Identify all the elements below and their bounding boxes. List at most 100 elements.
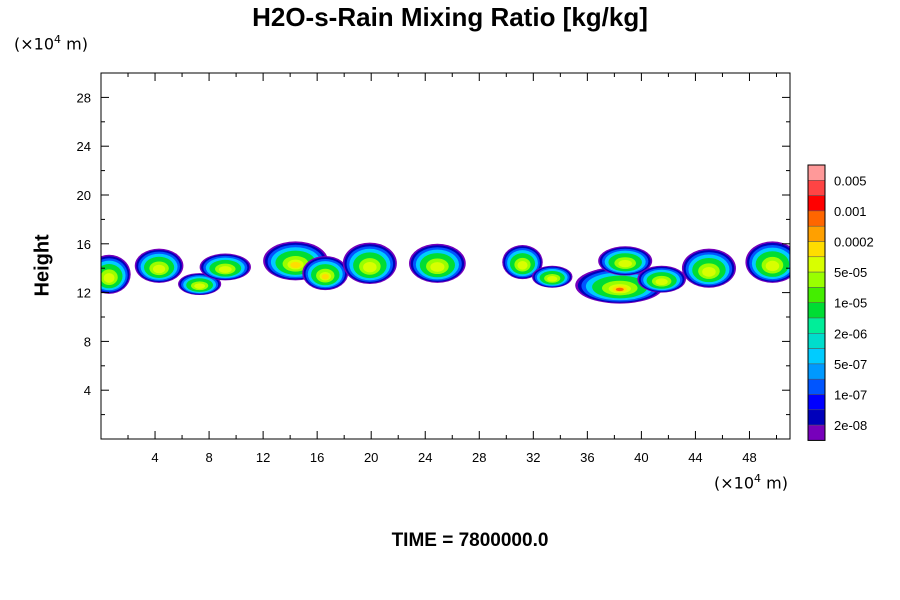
x-tick: 40 [634,73,649,465]
colorbar-label: 5e-07 [834,357,867,372]
cloud-contour [517,261,528,270]
y-tick-label: 8 [84,334,91,349]
colorbar-swatch [807,271,826,288]
cloud-contour [194,283,206,289]
cloud-cell [199,253,251,281]
colorbar-swatch [807,333,826,349]
cloud-cell [681,248,736,288]
cloud-contour [547,276,558,282]
cloud-cell [302,255,349,291]
cloud-contour [655,278,668,286]
cloud-contour [321,273,329,280]
x-tick-label: 44 [688,450,702,465]
colorbar-frame [807,164,826,441]
colorbar-swatch [807,424,826,441]
cloud-cell [598,246,653,276]
x-tick-label: 4 [151,450,158,465]
plot-frame [100,72,791,440]
cloud-contour [765,260,780,272]
colorbar-swatch [807,348,826,365]
y-axis: 4 8 12 16 20 24 28 [77,90,790,416]
x-tick: 36 [580,73,595,465]
y-axis-unit: (×104 m) [14,33,88,53]
x-tick: 16 [310,73,324,465]
chart-title: H2O-s-Rain Mixing Ratio [kg/kg] [252,2,648,32]
y-unit-suffix: m) [61,34,88,54]
cloud-cell [101,254,131,294]
colorbar-label: 0.005 [834,173,867,188]
x-tick-label: 48 [742,450,756,465]
time-label: TIME = 7800000.0 [391,530,549,551]
x-axis: 4 8 12 16 20 24 28 32 36 40 44 48 [127,73,777,465]
colorbar-label: 2e-06 [834,326,867,341]
x-tick: 44 [688,73,703,465]
cloud-cell [531,265,573,288]
x-tick: 28 [472,73,487,465]
colorbar-swatch [807,317,826,334]
x-tick-label: 36 [580,450,594,465]
y-tick-label: 12 [77,286,91,301]
x-tick: 20 [364,73,378,465]
colorbar-label: 1e-07 [834,388,867,403]
x-tick-label: 40 [634,450,648,465]
x-tick-label: 16 [310,450,324,465]
x-axis-unit: (×104 m) [714,472,788,492]
y-tick-label: 20 [77,188,91,203]
cloud-field [101,241,790,304]
colorbar-label: 5e-05 [834,265,867,280]
colorbar-swatch [807,287,826,303]
colorbar-label: 1e-05 [834,296,867,311]
x-tick-label: 8 [205,450,212,465]
y-tick: 4 [84,383,790,398]
cloud-cell [342,242,397,285]
x-tick: 4 [151,73,159,465]
x-tick: 24 [418,73,432,465]
x-tick-label: 12 [256,450,270,465]
x-unit-exponent: 4 [754,472,762,485]
colorbar: 0.005 0.001 0.0002 5e-05 1e-05 2e-06 5e-07 1e-0… [807,164,874,441]
x-tick: 32 [526,73,541,465]
y-tick: 16 [77,237,790,252]
y-tick: 28 [77,90,790,105]
colorbar-swatch [807,225,826,242]
x-tick: 8 [205,73,213,465]
colorbar-swatch [807,180,826,196]
cloud-cell [502,245,543,280]
x-tick-label: 32 [526,450,540,465]
cloud-contour [618,259,632,268]
colorbar-swatch [807,378,826,395]
colorbar-swatch [807,241,826,258]
cloud-cell [134,248,184,283]
cloud-contour [218,266,232,273]
y-tick: 20 [77,188,790,203]
x-unit-prefix: (×10 [714,473,755,493]
x-tick: 12 [256,73,270,465]
x-tick-label: 24 [418,450,432,465]
cloud-cell [409,243,466,283]
cloud-cell [637,265,686,293]
y-unit-prefix: (×10 [14,34,55,54]
cloud-contour [430,262,445,272]
colorbar-swatch [807,363,826,380]
colorbar-swatch [807,164,826,181]
cloud-contour [290,261,301,269]
cloud-contour [363,262,377,273]
y-tick: 24 [77,139,790,154]
x-tick-label: 20 [364,450,378,465]
colorbar-swatch [807,210,826,227]
y-tick-label: 16 [77,237,91,252]
cloud-contour [615,287,624,292]
y-unit-exponent: 4 [54,33,62,46]
cloud-contour [153,264,166,274]
colorbar-swatch [807,394,826,411]
y-tick: 12 [77,286,790,301]
colorbar-label: 0.001 [834,204,867,219]
y-tick-label: 24 [77,139,91,154]
cloud-cell [745,241,790,283]
x-unit-suffix: m) [761,473,788,493]
colorbar-label: 0.0002 [834,235,874,250]
y-tick-label: 4 [84,383,91,398]
cloud-contour [103,273,115,283]
cloud-contour [702,266,716,277]
